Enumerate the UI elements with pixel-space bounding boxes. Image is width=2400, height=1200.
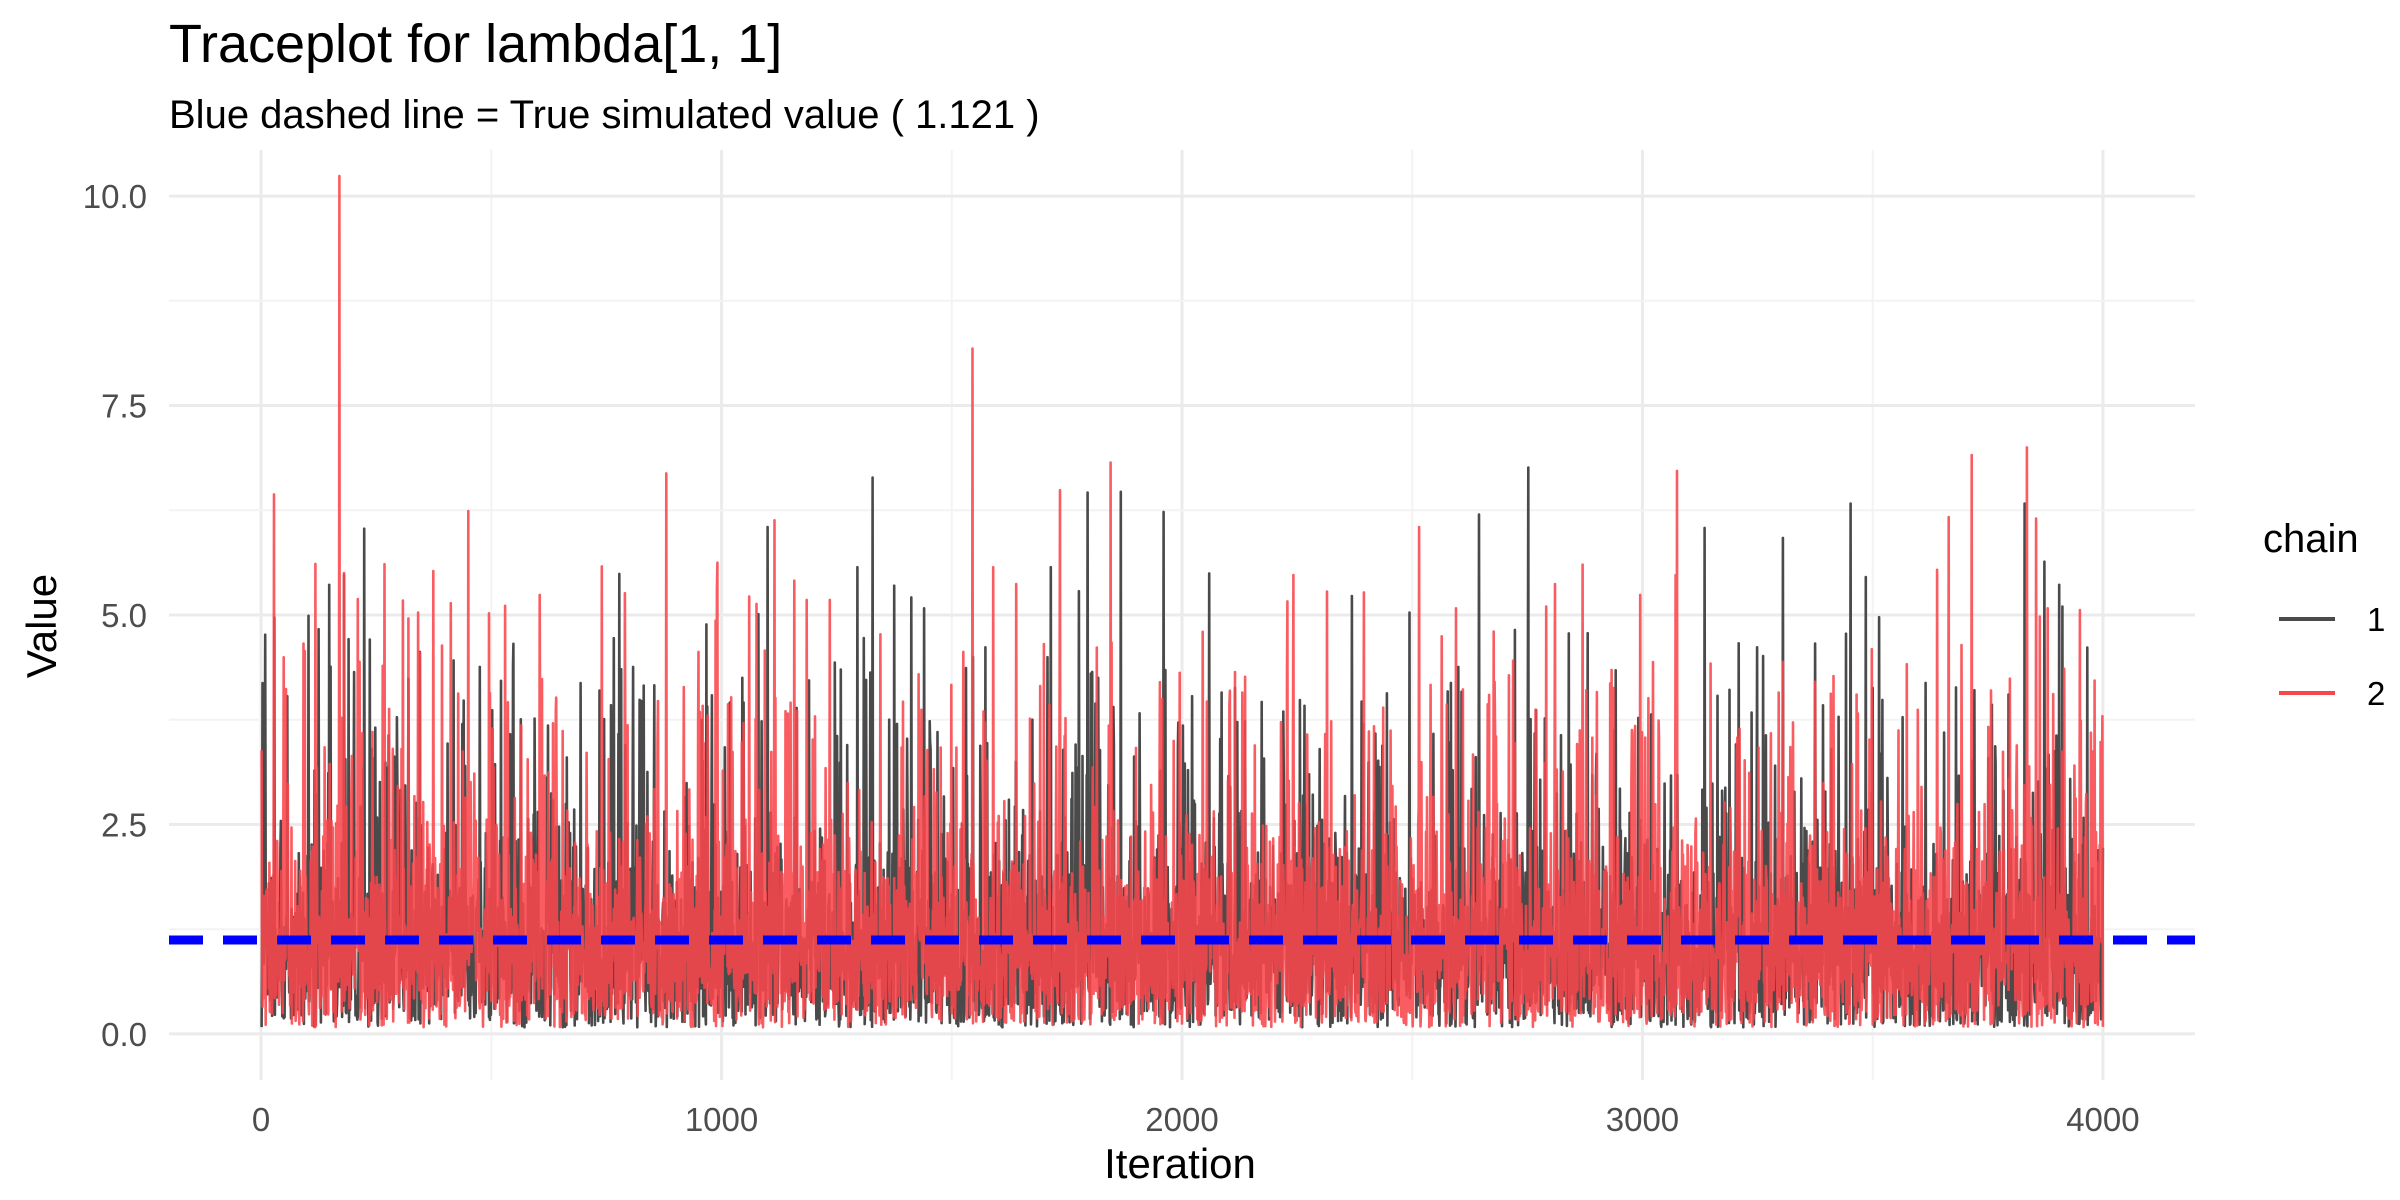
series-2-line	[260, 174, 2105, 1029]
x-axis-title: Iteration	[1104, 1140, 1256, 1187]
y-tick-label: 5.0	[101, 597, 147, 634]
x-tick-label: 3000	[1606, 1101, 1679, 1138]
y-tick-label: 0.0	[101, 1016, 147, 1053]
tick-labels: 0 1000 2000 3000 4000 0.0 2.5 5.0 7.5 10.0	[83, 178, 2140, 1138]
y-tick-label: 7.5	[101, 388, 147, 425]
chart-subtitle: Blue dashed line = True simulated value …	[169, 93, 1040, 137]
x-tick-label: 1000	[685, 1101, 758, 1138]
x-tick-label: 0	[252, 1101, 270, 1138]
series-layer	[260, 174, 2105, 1029]
y-tick-label: 10.0	[83, 178, 147, 215]
chart-title: Traceplot for lambda[1, 1]	[169, 14, 782, 74]
legend-label-2: 2	[2367, 675, 2385, 712]
y-tick-label: 2.5	[101, 806, 147, 843]
legend-title: chain	[2263, 517, 2359, 561]
legend: chain 1 2	[2263, 517, 2385, 712]
y-axis-title: Value	[18, 574, 65, 678]
legend-label-1: 1	[2367, 601, 2385, 638]
x-tick-label: 4000	[2066, 1101, 2139, 1138]
x-tick-label: 2000	[1145, 1101, 1218, 1138]
